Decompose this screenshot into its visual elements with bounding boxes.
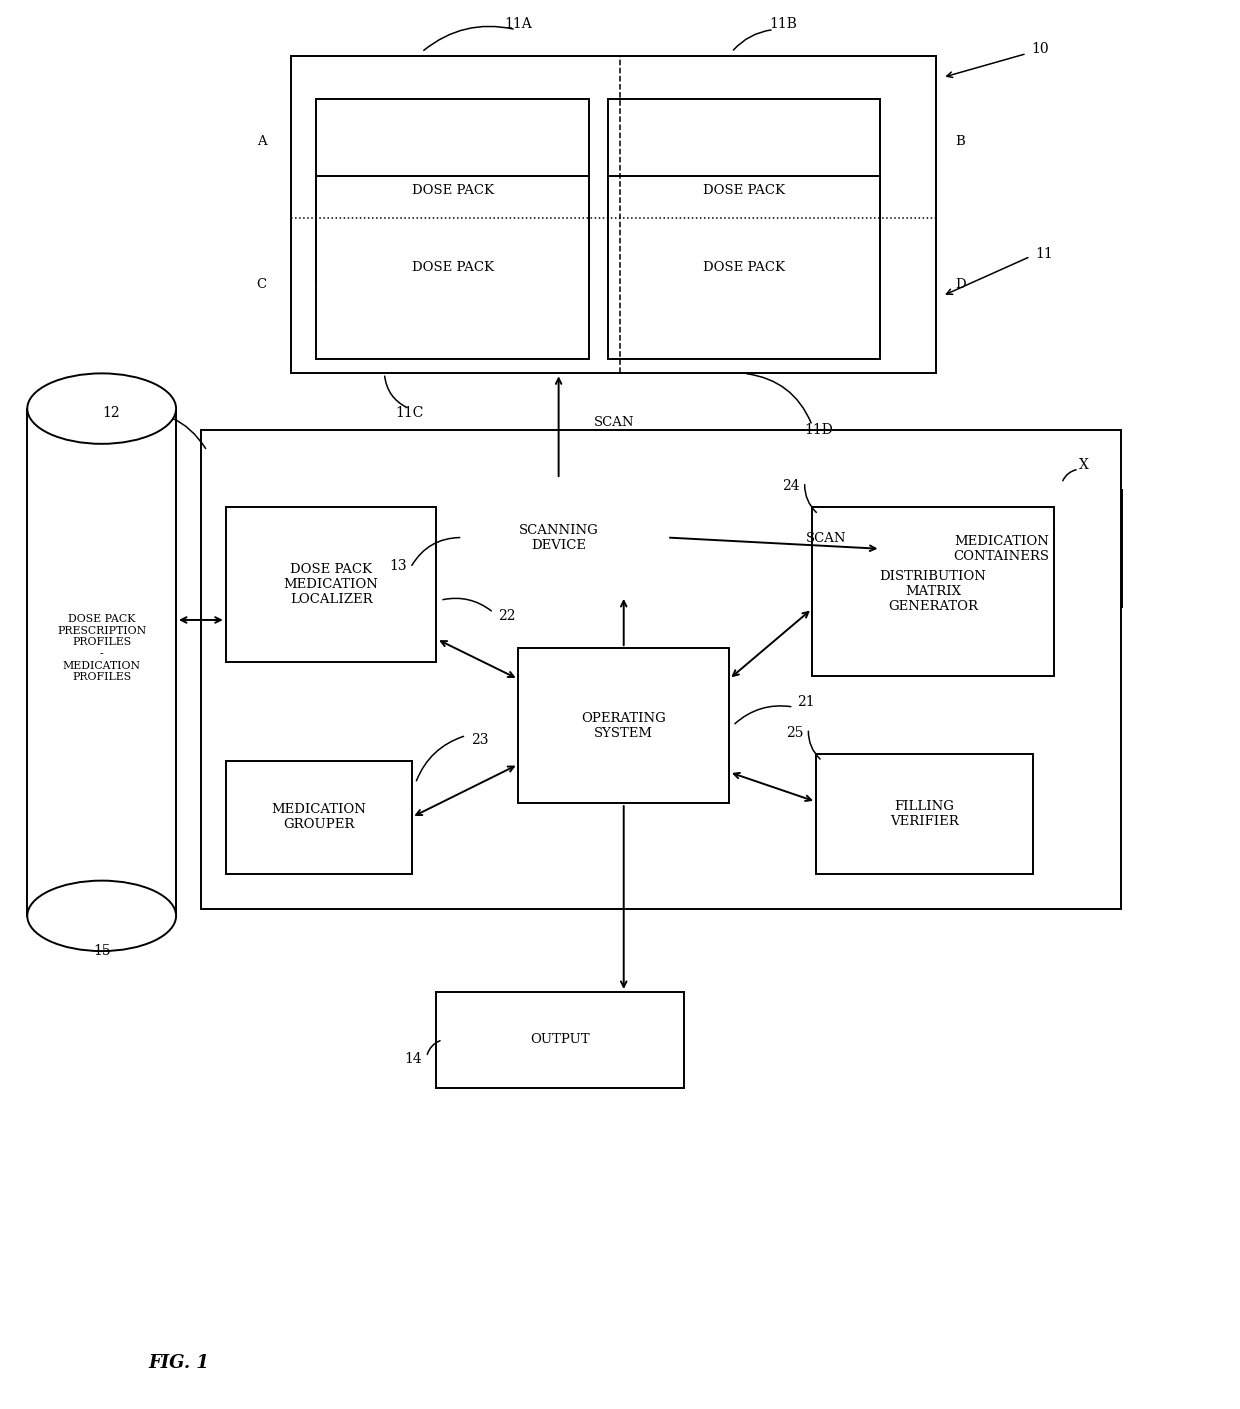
Text: SCAN: SCAN bbox=[594, 416, 634, 430]
Text: DOSE PACK: DOSE PACK bbox=[703, 261, 785, 275]
Bar bbox=[436, 992, 684, 1088]
Text: B: B bbox=[955, 135, 965, 148]
Text: OUTPUT: OUTPUT bbox=[531, 1033, 590, 1047]
Text: D: D bbox=[955, 278, 966, 292]
Bar bbox=[518, 648, 729, 803]
Text: DOSE PACK: DOSE PACK bbox=[412, 261, 494, 275]
Text: FIG. 1: FIG. 1 bbox=[149, 1354, 210, 1371]
Text: DOSE PACK
PRESCRIPTION
PROFILES
-
MEDICATION
PROFILES: DOSE PACK PRESCRIPTION PROFILES - MEDICA… bbox=[57, 614, 146, 682]
Text: 12: 12 bbox=[103, 406, 120, 420]
Text: SCANNING
DEVICE: SCANNING DEVICE bbox=[518, 524, 599, 551]
Text: 11C: 11C bbox=[396, 406, 423, 420]
Bar bbox=[226, 761, 412, 874]
Bar bbox=[201, 430, 1121, 909]
Text: 11A: 11A bbox=[505, 17, 532, 31]
Text: 21: 21 bbox=[797, 696, 815, 709]
Text: 24: 24 bbox=[782, 479, 800, 493]
Text: 11D: 11D bbox=[804, 423, 833, 437]
Bar bbox=[291, 56, 936, 373]
Text: 14: 14 bbox=[404, 1053, 422, 1067]
Bar bbox=[226, 507, 436, 662]
Bar bbox=[812, 507, 1054, 676]
Text: OPERATING
SYSTEM: OPERATING SYSTEM bbox=[582, 712, 666, 740]
Text: MEDICATION
CONTAINERS: MEDICATION CONTAINERS bbox=[954, 535, 1049, 562]
Ellipse shape bbox=[27, 373, 176, 444]
Text: 11B: 11B bbox=[770, 17, 797, 31]
Text: DOSE PACK: DOSE PACK bbox=[412, 183, 494, 197]
Text: X: X bbox=[1079, 458, 1089, 472]
Bar bbox=[816, 754, 1033, 874]
Text: 10: 10 bbox=[1032, 42, 1049, 56]
Text: 13: 13 bbox=[389, 559, 407, 573]
Ellipse shape bbox=[27, 881, 176, 951]
Bar bbox=[608, 176, 880, 359]
Bar bbox=[608, 99, 880, 282]
Bar bbox=[880, 490, 1122, 607]
Text: 11: 11 bbox=[1035, 247, 1053, 261]
Bar bbox=[316, 176, 589, 359]
Text: SCAN: SCAN bbox=[806, 531, 846, 545]
Text: C: C bbox=[257, 278, 267, 292]
Bar bbox=[27, 409, 176, 916]
Text: 15: 15 bbox=[93, 944, 110, 958]
Text: 25: 25 bbox=[786, 726, 804, 740]
Text: MEDICATION
GROUPER: MEDICATION GROUPER bbox=[272, 803, 366, 831]
Text: DISTRIBUTION
MATRIX
GENERATOR: DISTRIBUTION MATRIX GENERATOR bbox=[879, 571, 987, 613]
Bar bbox=[450, 479, 667, 596]
Text: DOSE PACK
MEDICATION
LOCALIZER: DOSE PACK MEDICATION LOCALIZER bbox=[284, 564, 378, 606]
Text: 22: 22 bbox=[498, 609, 516, 623]
Text: 23: 23 bbox=[471, 733, 489, 747]
Text: FILLING
VERIFIER: FILLING VERIFIER bbox=[890, 800, 959, 827]
Bar bbox=[316, 99, 589, 282]
Text: A: A bbox=[257, 135, 267, 148]
Text: DOSE PACK: DOSE PACK bbox=[703, 183, 785, 197]
